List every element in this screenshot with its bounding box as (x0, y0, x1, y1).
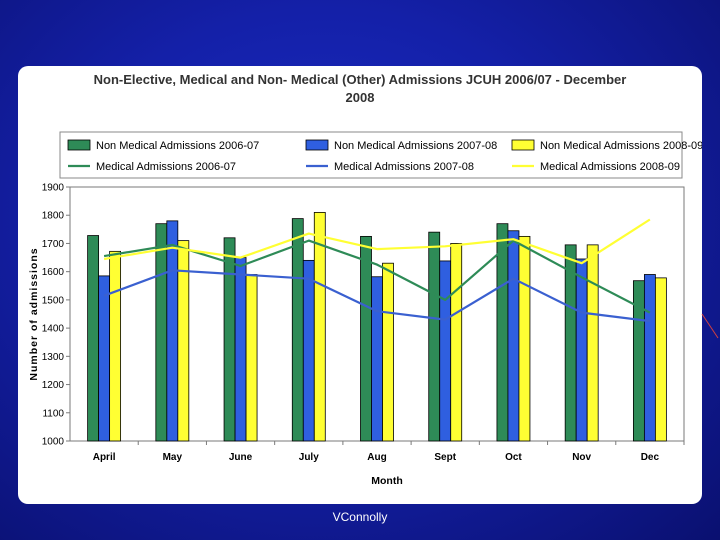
line-medical-admissions-2008-09 (103, 218, 651, 265)
x-axis-label: Month (371, 475, 403, 487)
y-tick-label: 1300 (42, 352, 65, 363)
footer-author: VConnolly (332, 510, 388, 524)
y-tick-label: 1800 (42, 211, 65, 222)
chart: Non-Elective, Medical and Non- Medical (… (28, 72, 702, 487)
bar-non-medical-admissions-2007-08-oct (507, 230, 520, 442)
bar-non-medical-admissions-2006-07-may (155, 223, 168, 442)
bar-non-medical-admissions-2006-07-july (291, 218, 304, 442)
legend-swatch-bar-3 (511, 139, 535, 151)
bar-non-medical-admissions-2006-07-oct (496, 223, 509, 442)
bar-non-medical-admissions-2007-08-dec (643, 274, 656, 442)
x-tick-label: June (229, 452, 253, 463)
y-tick-label: 1500 (42, 295, 65, 306)
legend-swatch-bar-1 (67, 139, 91, 151)
bar-non-medical-admissions-2006-07-aug (360, 235, 372, 442)
x-tick-label: May (163, 452, 183, 463)
bar-non-medical-admissions-2008-09-june (245, 274, 258, 442)
x-tick-label: April (93, 452, 116, 463)
bar-non-medical-admissions-2006-07-sept (428, 231, 441, 442)
bar-non-medical-admissions-2006-07-april (87, 235, 100, 442)
bar-non-medical-admissions-2007-08-june (234, 257, 247, 442)
bar-non-medical-admissions-2008-09-may (177, 240, 190, 442)
legend-label-line-1: Medical Admissions 2006-07 (96, 161, 236, 173)
legend-swatch-bar-2 (305, 139, 329, 151)
x-tick-label: Nov (572, 452, 591, 463)
y-tick-label: 1400 (42, 324, 65, 335)
legend-label-bar-3: Non Medical Admissions 2008-09 (540, 140, 702, 152)
chart-panel: Non-Elective, Medical and Non- Medical (… (18, 66, 702, 504)
line-medical-admissions-2007-08 (103, 269, 651, 323)
y-tick-label: 1600 (42, 267, 65, 278)
bar-non-medical-admissions-2007-08-april (98, 275, 111, 442)
bar-non-medical-admissions-2008-09-aug (382, 262, 394, 442)
y-tick-label: 1200 (42, 380, 65, 391)
bar-non-medical-admissions-2007-08-may (166, 220, 179, 442)
decorative-line (701, 313, 719, 339)
bar-non-medical-admissions-2007-08-july (302, 259, 315, 442)
legend-label-line-3: Medical Admissions 2008-09 (540, 161, 680, 173)
x-tick-label: July (299, 452, 319, 463)
bar-non-medical-admissions-2008-09-april (109, 250, 122, 442)
x-tick-label: Oct (505, 452, 522, 463)
bar-non-medical-admissions-2007-08-nov (575, 258, 588, 442)
y-tick-label: 1900 (42, 183, 65, 194)
y-axis-label: Number of admissions (28, 247, 40, 380)
chart-title-line: Non-Elective, Medical and Non- Medical (… (94, 72, 627, 87)
bar-non-medical-admissions-2007-08-aug (371, 276, 383, 442)
x-tick-label: Dec (641, 452, 660, 463)
bar-non-medical-admissions-2008-09-nov (586, 244, 599, 442)
bar-non-medical-admissions-2007-08-sept (439, 260, 452, 442)
legend-label-bar-1: Non Medical Admissions 2006-07 (96, 140, 259, 152)
legend-label-bar-2: Non Medical Admissions 2007-08 (334, 140, 497, 152)
bar-non-medical-admissions-2008-09-dec (654, 277, 667, 442)
legend-box (59, 131, 683, 179)
legend-label-line-2: Medical Admissions 2007-08 (334, 161, 474, 173)
y-tick-label: 1000 (42, 437, 65, 448)
bar-non-medical-admissions-2008-09-oct (518, 235, 531, 442)
x-tick-label: Sept (434, 452, 456, 463)
y-tick-label: 1700 (42, 239, 65, 250)
bar-non-medical-admissions-2008-09-july (313, 211, 326, 442)
x-tick-label: Aug (367, 452, 386, 463)
y-tick-label: 1100 (42, 408, 64, 419)
chart-title-line: 2008 (346, 90, 375, 105)
bar-non-medical-admissions-2008-09-sept (450, 243, 463, 442)
bar-non-medical-admissions-2006-07-june (223, 237, 236, 442)
